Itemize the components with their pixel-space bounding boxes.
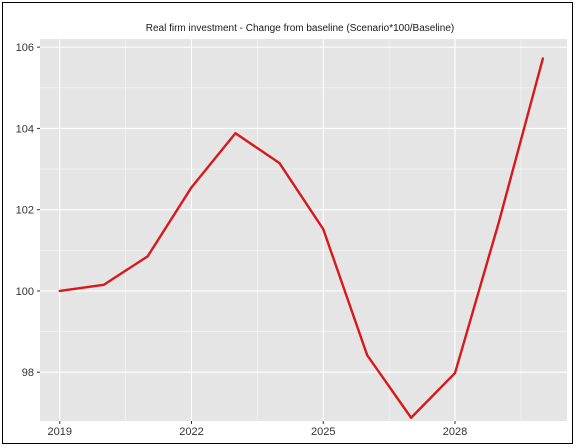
series-line-0 xyxy=(58,57,545,419)
y-tick-label: 102 xyxy=(16,205,34,217)
y-tick-label: 98 xyxy=(22,367,34,379)
x-tick-label: 2028 xyxy=(443,426,467,438)
minor-gridlines xyxy=(40,39,567,421)
chart-title: Real firm investment - Change from basel… xyxy=(146,23,454,34)
y-tick-label: 100 xyxy=(16,286,34,298)
y-axis: 98 100 102 104 106 xyxy=(16,42,40,379)
x-tick-label: 2025 xyxy=(311,426,335,438)
x-axis: 2019 2022 2025 2028 xyxy=(48,421,467,438)
major-gridlines xyxy=(40,39,567,421)
y-tick-label: 106 xyxy=(16,42,34,54)
y-tick-label: 104 xyxy=(16,123,34,135)
series-group xyxy=(58,57,545,419)
x-tick-label: 2022 xyxy=(179,426,203,438)
x-tick-label: 2019 xyxy=(48,426,72,438)
plot-panel xyxy=(40,39,567,421)
